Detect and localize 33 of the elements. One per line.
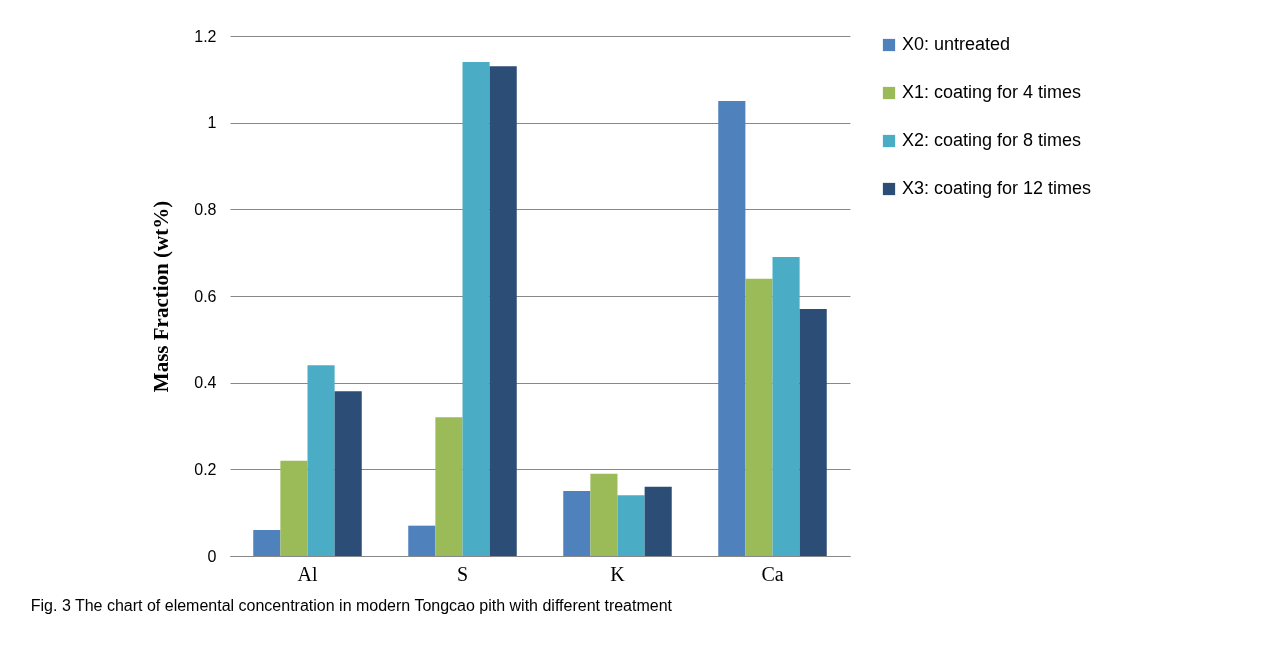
bar (253, 530, 281, 556)
x-tick-label: Ca (761, 562, 784, 585)
y-axis-title: Mass Fraction (wt%) (149, 200, 174, 393)
bar (489, 66, 517, 556)
x-tick-label: Al (297, 562, 318, 585)
legend-label: X2: coating for 8 times (902, 130, 1082, 150)
bar (644, 486, 672, 556)
y-tick-label: 1 (207, 114, 217, 132)
y-tick-label: 0.8 (194, 200, 217, 218)
x-tick-label: K (610, 562, 626, 585)
bar (745, 278, 773, 556)
y-tick-label: 0 (207, 547, 217, 565)
caption: Fig. 3 The chart of elemental concentration in modern Tongcao pith with different treatment (30, 597, 673, 614)
bar (617, 495, 645, 556)
x-tick-label: S (456, 562, 469, 585)
bar (280, 460, 308, 556)
y-tick-label: 0.2 (194, 460, 217, 478)
bar (772, 257, 800, 556)
bar (462, 62, 490, 556)
legend-label: X1: coating for 4 times (902, 82, 1082, 102)
bar (334, 391, 362, 556)
bar (590, 473, 618, 556)
bar (307, 365, 335, 556)
y-tick-label: 1.2 (194, 27, 217, 45)
legend-label: X0: untreated (902, 34, 1011, 54)
bar (435, 417, 463, 556)
bar (799, 309, 827, 556)
bar (408, 525, 436, 556)
bar (718, 101, 746, 556)
y-tick-label: 0.4 (194, 374, 217, 392)
legend-label: X3: coating for 12 times (902, 178, 1092, 198)
y-tick-label: 0.6 (194, 287, 217, 305)
bar (563, 491, 591, 556)
